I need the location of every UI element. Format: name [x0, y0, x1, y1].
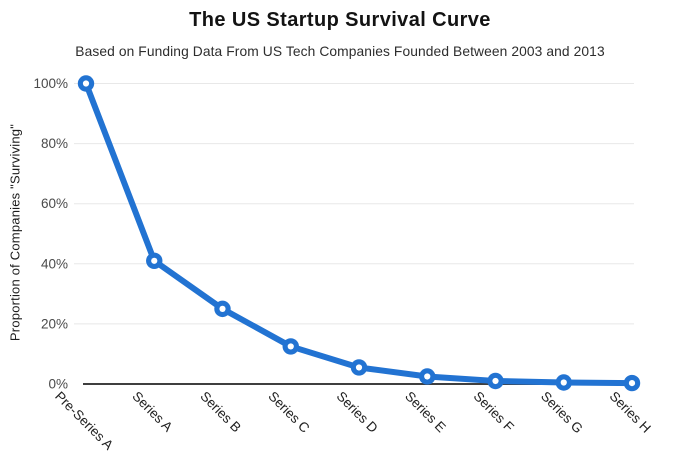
x-category-label: Series G [538, 389, 586, 437]
x-category-label: Series B [197, 389, 244, 436]
data-point-marker-core [82, 80, 90, 87]
x-category-label: Series D [334, 389, 381, 436]
chart-title: The US Startup Survival Curve [189, 9, 491, 31]
x-category-label: Series A [129, 389, 175, 435]
data-point-marker-core [151, 257, 158, 264]
data-point-marker-core [560, 379, 567, 386]
data-point-marker-core [355, 364, 363, 371]
data-point-marker-core [219, 305, 226, 312]
y-tick-label: 40% [41, 256, 68, 271]
chart-subtitle: Based on Funding Data From US Tech Compa… [75, 44, 605, 59]
series-line [83, 80, 635, 387]
data-point-marker-core [287, 343, 294, 350]
y-tick-label: 60% [41, 196, 68, 211]
y-tick-label: 80% [41, 136, 68, 151]
x-category-label: Series C [265, 389, 312, 436]
data-point-marker-core [628, 379, 636, 387]
data-point-marker-core [424, 373, 431, 380]
x-category-label: Series H [607, 389, 654, 436]
x-category-label: Series E [402, 389, 449, 436]
y-tick-label: 100% [33, 76, 68, 91]
data-point-marker-core [492, 377, 499, 385]
x-category-label: Pre-Series A [52, 389, 116, 453]
x-category-label: Series F [471, 389, 517, 435]
y-tick-label: 20% [41, 316, 68, 331]
y-tick-label: 0% [48, 377, 68, 392]
